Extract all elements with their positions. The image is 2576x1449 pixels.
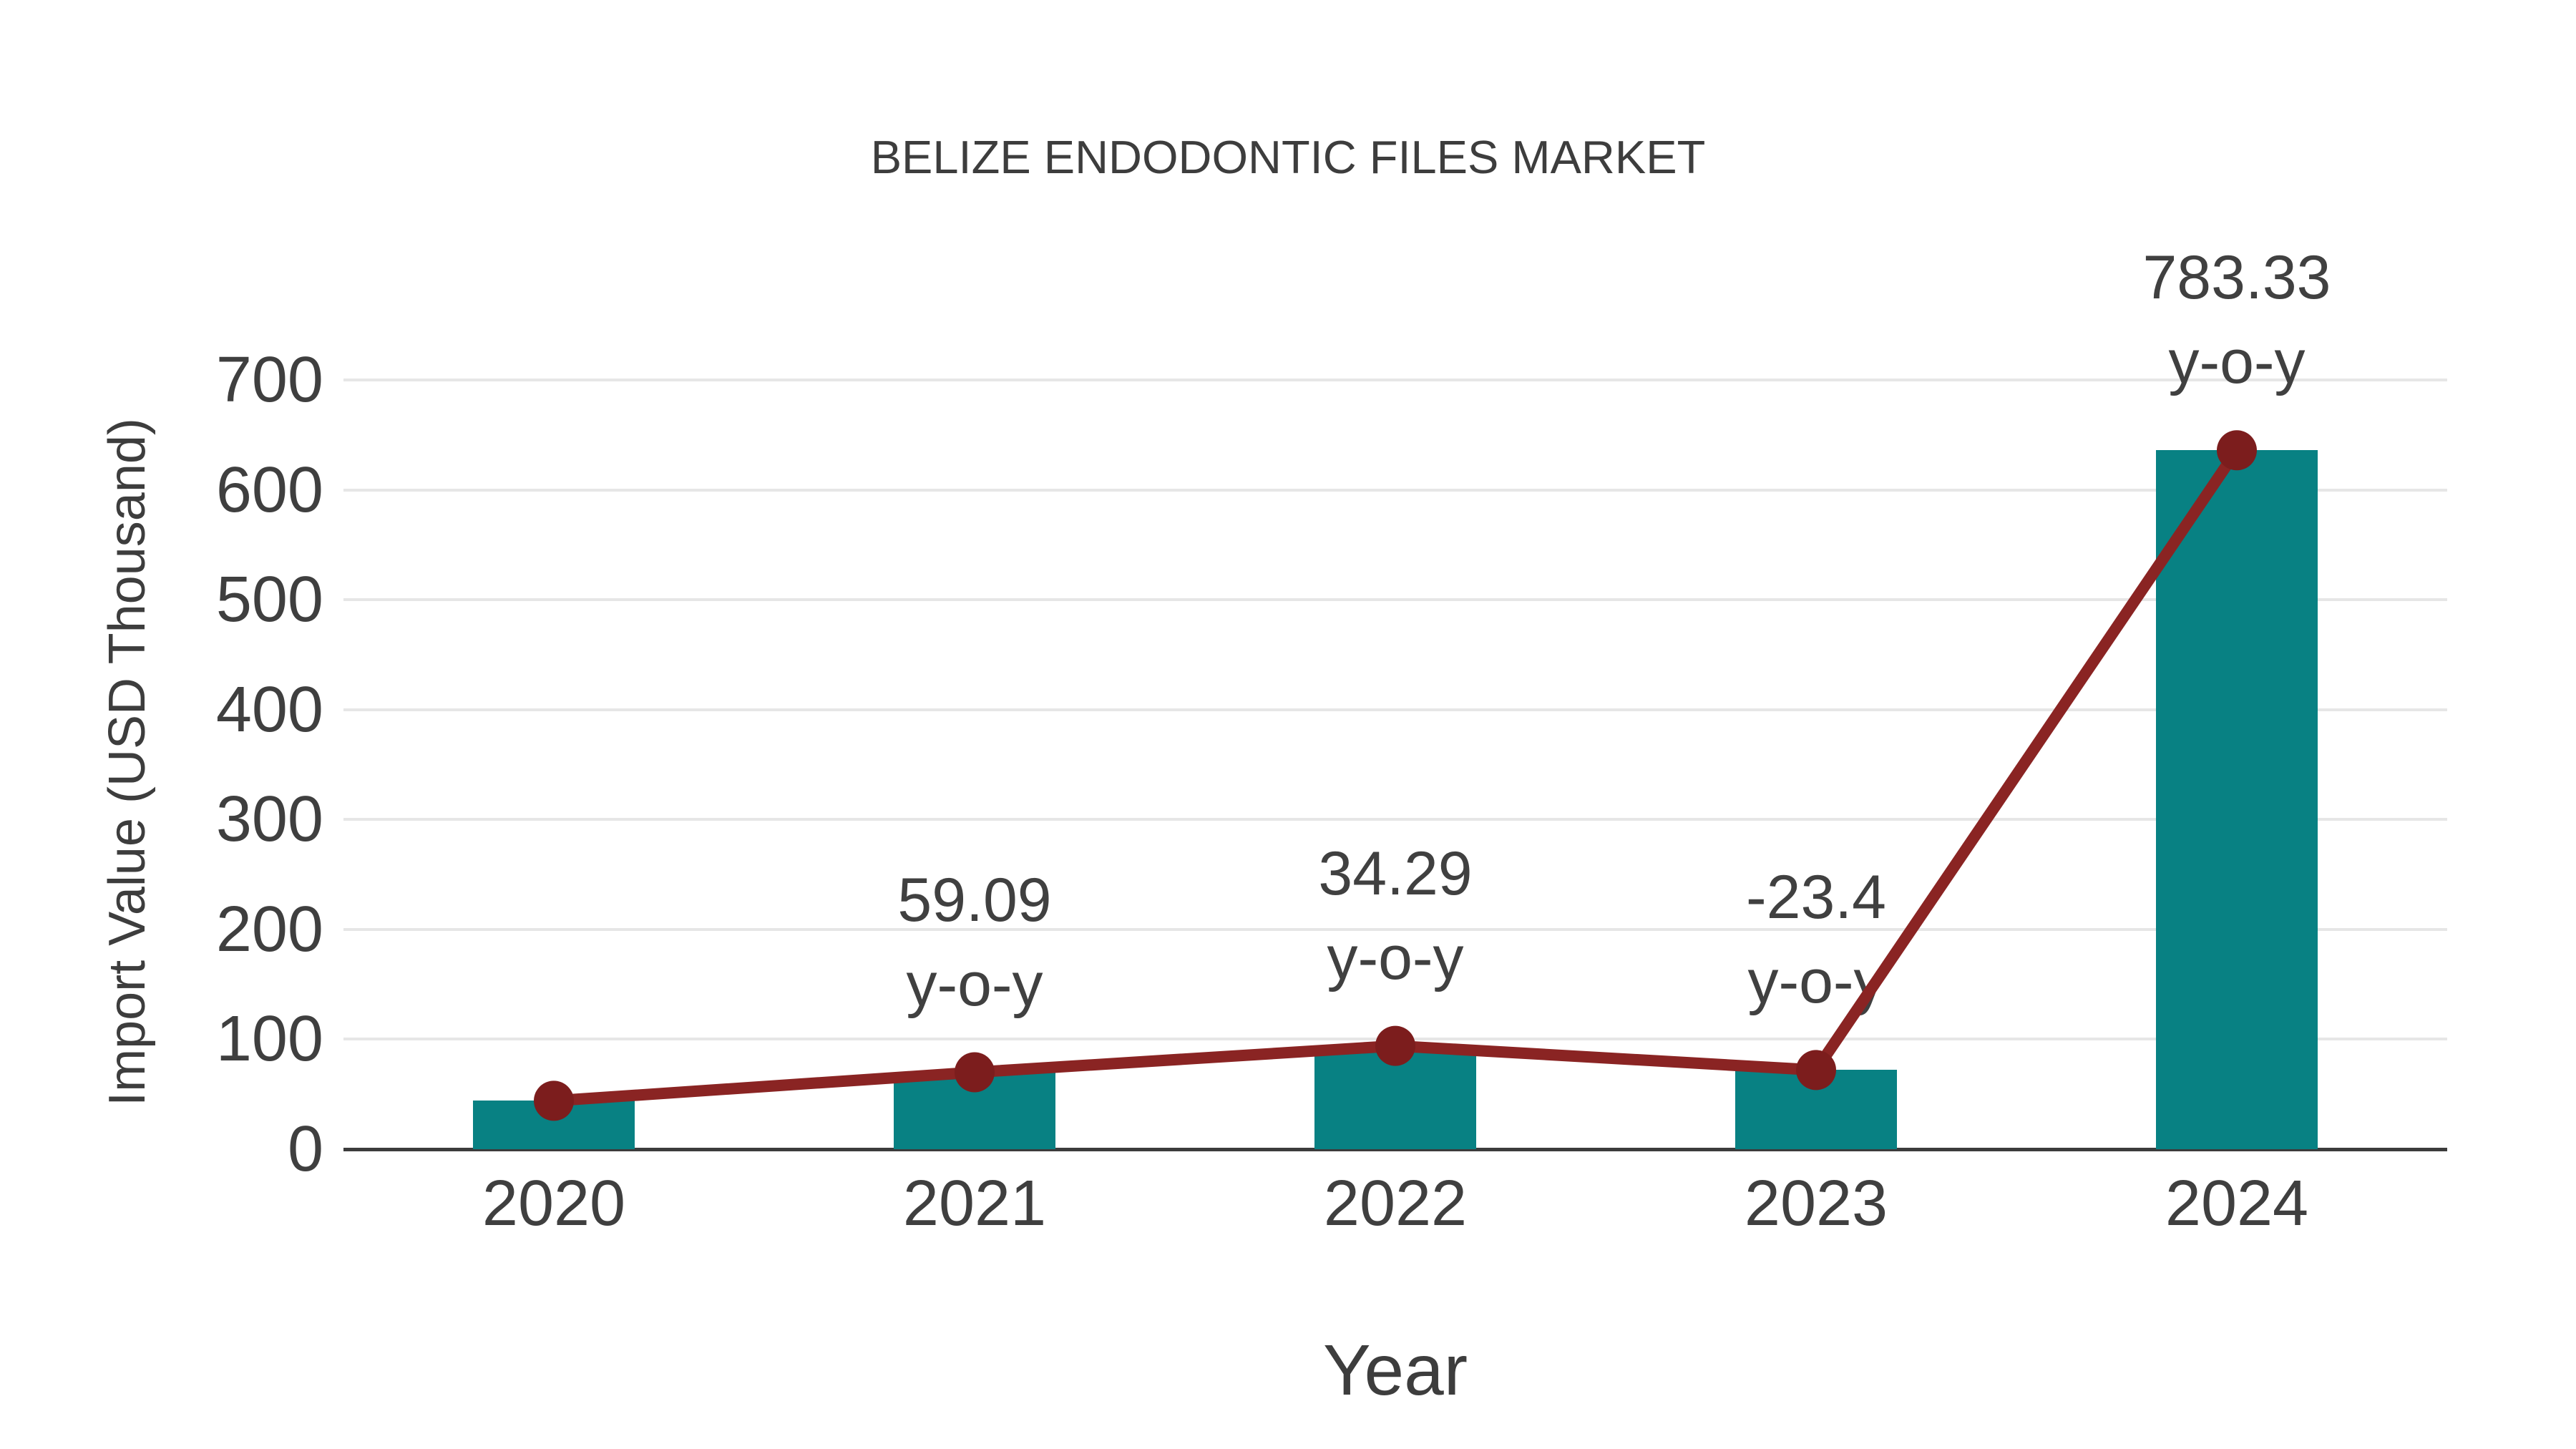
yoy-value-2023: -23.4 bbox=[1745, 863, 1887, 932]
gridline-400 bbox=[343, 708, 2447, 711]
gridline-600 bbox=[343, 488, 2447, 492]
x-tick-label-2021: 2021 bbox=[902, 1168, 1047, 1239]
y-tick-label-200: 200 bbox=[215, 893, 323, 965]
yoy-annotation-2024: 783.33 y-o-y bbox=[1986, 235, 2487, 404]
y-tick-label-700: 700 bbox=[215, 344, 323, 416]
x-tick-label-2022: 2022 bbox=[1323, 1168, 1468, 1239]
y-tick-label-100: 100 bbox=[215, 1003, 323, 1075]
gridline-500 bbox=[343, 598, 2447, 602]
yoy-annotation-2023: -23.4 y-o-y bbox=[1566, 855, 2067, 1024]
x-tick-label-2023: 2023 bbox=[1744, 1168, 1888, 1239]
bar-2020 bbox=[473, 1101, 635, 1149]
yoy-suffix-2024: y-o-y bbox=[2168, 328, 2306, 397]
yoy-value-2024: 783.33 bbox=[2142, 243, 2331, 313]
y-tick-label-0: 0 bbox=[287, 1113, 323, 1185]
bar-2022 bbox=[1314, 1045, 1476, 1149]
gridline-300 bbox=[343, 818, 2447, 821]
y-tick-label-400: 400 bbox=[215, 673, 323, 746]
x-axis-title: Year bbox=[1322, 1330, 1468, 1410]
y-tick-label-600: 600 bbox=[215, 454, 323, 526]
x-axis-line bbox=[343, 1148, 2447, 1151]
yoy-suffix-2023: y-o-y bbox=[1747, 947, 1885, 1017]
bar-2021 bbox=[894, 1072, 1055, 1149]
x-tick-label-2024: 2024 bbox=[2165, 1168, 2309, 1239]
bar-2023 bbox=[1735, 1070, 1897, 1149]
y-tick-label-500: 500 bbox=[215, 564, 323, 636]
bar-2024 bbox=[2156, 450, 2318, 1149]
x-tick-label-2020: 2020 bbox=[482, 1168, 626, 1239]
gridline-700 bbox=[343, 379, 2447, 381]
gridline-100 bbox=[343, 1038, 2447, 1041]
chart-title: BELIZE ENDODONTIC FILES MARKET bbox=[870, 131, 1706, 183]
y-tick-label-300: 300 bbox=[215, 784, 323, 856]
